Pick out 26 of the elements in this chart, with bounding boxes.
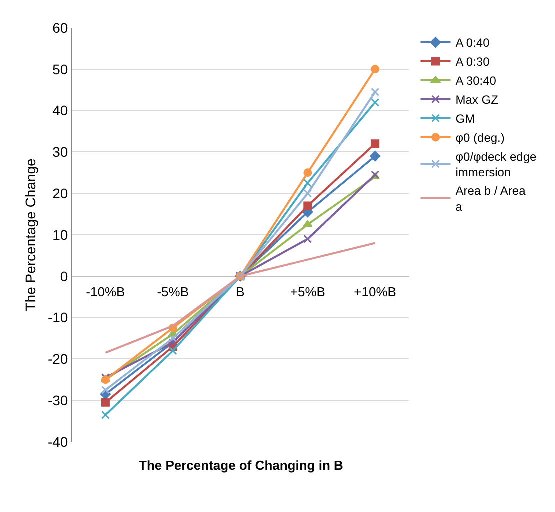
y-tick-label: -20	[48, 351, 68, 368]
y-tick-label: 30	[52, 144, 68, 160]
y-tick-label: 60	[52, 20, 68, 36]
y-tick-label: 0	[60, 268, 68, 284]
legend-label: A 30:40	[456, 74, 497, 88]
y-tick-label: 10	[52, 226, 68, 243]
x-tick-label: +10%B	[354, 284, 396, 300]
x-axis-title: The Percentage of Changing in B	[139, 458, 344, 473]
legend-label: Area b / Area a	[456, 184, 526, 214]
legend-label: A 0:40	[456, 36, 490, 50]
legend-label: A 0:30	[456, 55, 490, 70]
legend-label: φ0 (deg.)	[456, 131, 505, 146]
legend-label: Max GZ	[456, 93, 498, 108]
x-tick-label: -10%B	[86, 284, 126, 300]
y-tick-label: 20	[52, 186, 68, 202]
y-tick-label: 50	[52, 61, 68, 78]
legend-label: φ0/φdeck edge immersion	[456, 150, 538, 180]
y-axis-title: The Percentage Change	[22, 158, 39, 312]
x-tick-label: B	[236, 284, 245, 300]
y-tick-label: -30	[48, 392, 68, 408]
y-tick-label: -10	[48, 310, 68, 326]
x-tick-label: +5%B	[290, 284, 326, 300]
x-tick-label: -5%B	[157, 284, 189, 300]
y-tick-label: -40	[48, 434, 68, 450]
legend-label: GM	[456, 112, 476, 126]
y-tick-label: 40	[52, 102, 68, 119]
